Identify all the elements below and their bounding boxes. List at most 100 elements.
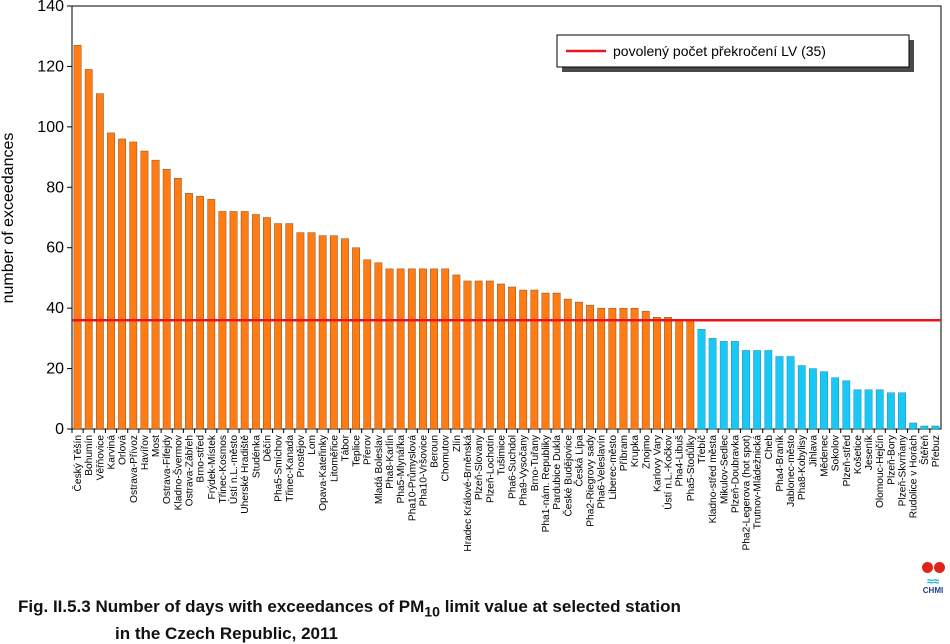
bar — [73, 45, 82, 430]
bar — [563, 298, 572, 430]
caption-subscript: 10 — [424, 604, 440, 621]
x-tick-label: Krupka — [630, 435, 641, 468]
y-tick-label: 0 — [55, 421, 64, 438]
x-tick-label: Trutnov-Mládežnická — [753, 435, 764, 530]
bar — [474, 280, 483, 430]
x-tick-label: Plzeň-Doubravka — [730, 435, 741, 513]
bar — [374, 262, 383, 430]
x-tick-label: Třinec-Kosmos — [218, 435, 229, 504]
bar — [764, 350, 773, 430]
bar — [753, 350, 762, 430]
x-tick-label: Pardubice Dukla — [552, 435, 563, 510]
bar — [586, 304, 594, 430]
x-tick-label: Karlovy Vary — [652, 434, 663, 492]
bar — [697, 329, 706, 430]
bar — [296, 232, 305, 430]
bar — [886, 392, 895, 430]
bar — [909, 422, 918, 430]
bar — [497, 283, 505, 430]
y-axis-label: number of exceedances — [0, 133, 17, 304]
x-tick-label: Jablonec-město — [786, 435, 797, 507]
bar — [341, 238, 349, 430]
y-tick-label: 40 — [46, 300, 64, 317]
x-tick-label: Orlová — [118, 435, 129, 465]
bar — [742, 350, 750, 430]
x-tick-label: Cheb — [764, 435, 775, 460]
bar — [820, 371, 828, 430]
x-tick-label: Štěřeň — [918, 435, 931, 465]
caption-line2: in the Czech Republic, 2011 — [115, 624, 338, 644]
x-tick-label: České Budějovice — [561, 435, 574, 517]
bar — [463, 280, 472, 430]
x-tick-label: Třebíč — [697, 435, 708, 464]
x-tick-label: Pha10-Vršovice — [418, 435, 429, 507]
x-tick-label: Pha1-nám. Republiky — [541, 434, 552, 532]
bar — [842, 380, 851, 430]
x-tick-label: Sokolov — [831, 434, 842, 471]
x-tick-label: Uherské Hradiště — [240, 435, 251, 514]
x-tick-label: Pha4-Braník — [775, 434, 786, 492]
x-tick-label: Pha10-Průmyslová — [406, 435, 418, 521]
bar — [653, 317, 661, 430]
x-tick-label: Ústí n.L.-Kočkov — [662, 434, 675, 510]
plot-area — [71, 5, 942, 430]
x-tick-label: Frýdek-Místek — [207, 434, 218, 499]
x-tick-label: Pha6-Veleslavín — [597, 435, 608, 509]
bar — [419, 268, 427, 430]
bar — [207, 199, 216, 430]
x-tick-label: Český Těšín — [71, 435, 84, 491]
bar — [508, 286, 516, 430]
logo-dots-icon — [918, 560, 948, 578]
bar — [786, 356, 795, 430]
x-tick-label: Jihlava — [808, 435, 819, 467]
x-tick-label: Přebuz — [931, 435, 942, 467]
bar — [185, 193, 193, 430]
bar — [452, 274, 461, 430]
bar — [809, 368, 817, 430]
x-tick-label: Havířov — [140, 434, 151, 470]
x-tick-label: Pha5-Stodůlky — [685, 434, 697, 501]
bar — [719, 341, 728, 430]
x-tick-label: Třinec-Kanada — [285, 435, 296, 502]
x-tick-label: Chomutov — [441, 434, 452, 481]
bar — [196, 196, 204, 430]
x-tick-label: Most — [151, 435, 162, 457]
plot-frame — [71, 5, 942, 430]
bar — [118, 138, 127, 430]
x-tick-label: Přerov — [363, 434, 374, 465]
x-tick-label: Ostrava-Přívoz — [129, 435, 140, 503]
bar — [731, 341, 739, 430]
bar — [619, 307, 628, 430]
x-tick-label: Jeseník — [864, 434, 875, 470]
bar — [263, 217, 271, 430]
bar — [641, 310, 650, 430]
bar — [95, 93, 104, 430]
y-tick-label: 60 — [46, 240, 64, 257]
bar — [441, 268, 450, 430]
bar — [274, 223, 282, 430]
bar — [307, 232, 316, 430]
bar — [630, 307, 639, 430]
bar — [519, 289, 528, 430]
x-tick-label: Příbram — [619, 435, 630, 471]
bar — [686, 320, 695, 430]
x-tick-label: Plzeň-Slovany — [474, 434, 485, 500]
x-tick-label: Bohumín — [84, 435, 95, 476]
x-tick-label: Kladno-střed města — [708, 435, 719, 524]
bar — [285, 223, 294, 430]
x-tick-label: Znojmo — [641, 435, 652, 469]
x-tick-label: Děčín — [262, 435, 273, 462]
x-tick-label: Prostějov — [296, 434, 307, 477]
bar — [84, 69, 93, 430]
chmi-logo: ≈≈ CHMI — [918, 560, 948, 596]
bar — [541, 292, 550, 430]
x-tick-label: Pha2-Legerova (hot spot) — [742, 435, 753, 551]
x-tick-label: Litoměřice — [329, 435, 340, 482]
bar — [853, 389, 862, 430]
x-tick-label: Pha8-Karlín — [385, 435, 396, 489]
bar — [608, 307, 617, 430]
bar — [831, 377, 840, 430]
legend-entry: povolený počet překročení LV (35) — [613, 43, 826, 59]
bar — [864, 389, 873, 430]
